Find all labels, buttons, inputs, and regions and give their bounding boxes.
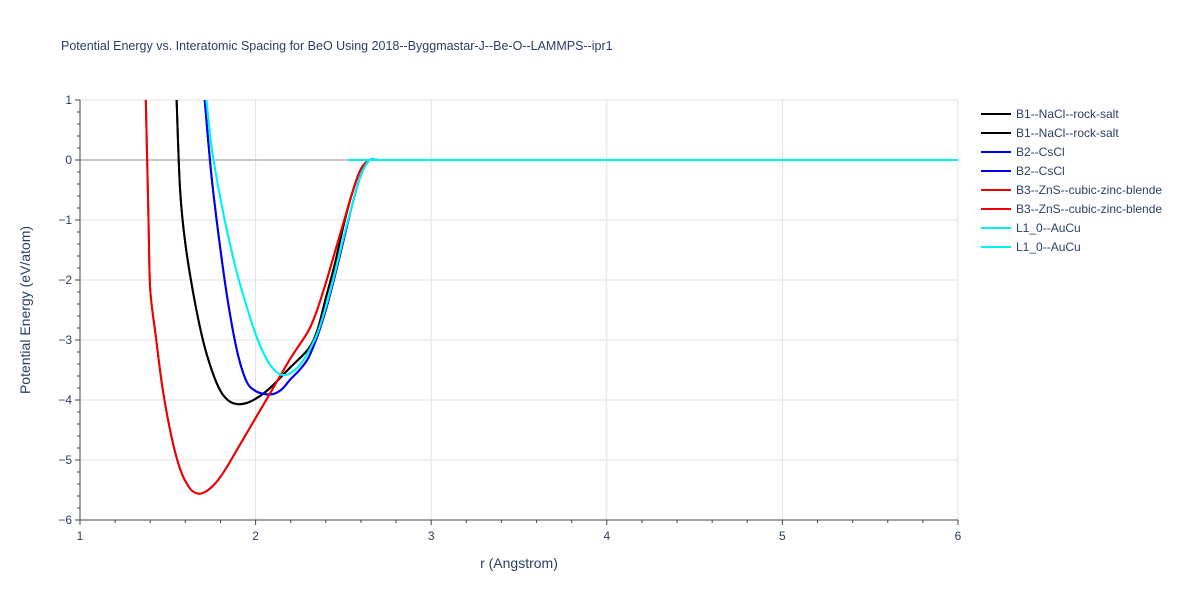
legend-label: B3--ZnS--cubic-zinc-blende: [1016, 202, 1162, 216]
legend-label: B3--ZnS--cubic-zinc-blende: [1016, 183, 1162, 197]
series-line-8: [205, 100, 958, 377]
legend-label: B2--CsCl: [1016, 145, 1065, 159]
legend-item[interactable]: L1_0--AuCu: [981, 240, 1081, 254]
legend-item[interactable]: B2--CsCl: [981, 164, 1065, 178]
y-tick-label: −6: [58, 513, 72, 527]
plot-area: [144, 100, 958, 495]
legend-item[interactable]: B1--NaCl--rock-salt: [981, 107, 1119, 121]
y-tick-label: −1: [58, 213, 72, 227]
chart-title: Potential Energy vs. Interatomic Spacing…: [61, 39, 613, 53]
legend-label: B1--NaCl--rock-salt: [1016, 126, 1119, 140]
legend[interactable]: B1--NaCl--rock-salt B1--NaCl--rock-salt B2…: [981, 107, 1162, 254]
x-tick-label: 5: [779, 529, 786, 543]
legend-item[interactable]: B1--NaCl--rock-salt: [981, 126, 1119, 140]
series-line-3: [203, 100, 958, 396]
x-tick-label: 4: [603, 529, 610, 543]
legend-label: B2--CsCl: [1016, 164, 1065, 178]
y-axis-title: Potential Energy (eV/atom): [17, 226, 33, 394]
legend-label: B1--NaCl--rock-salt: [1016, 107, 1119, 121]
x-tick-label: 2: [252, 529, 259, 543]
y-tick-label: 1: [65, 93, 72, 107]
y-tick-label: −3: [58, 333, 72, 347]
x-axis-title: r (Angstrom): [480, 555, 558, 571]
legend-label: L1_0--AuCu: [1016, 240, 1081, 254]
series-group: [144, 100, 958, 495]
x-tick-label: 3: [428, 529, 435, 543]
y-axis-ticks: 1 0 −1 −2 −3 −4 −5 −6: [58, 93, 80, 527]
grid-lines: [80, 99, 959, 520]
series-line-4: [203, 100, 958, 396]
legend-label: L1_0--AuCu: [1016, 221, 1081, 235]
legend-item[interactable]: L1_0--AuCu: [981, 221, 1081, 235]
y-tick-label: −2: [58, 273, 72, 287]
y-tick-label: −4: [58, 393, 72, 407]
y-tick-label: 0: [65, 153, 72, 167]
axes: [79, 100, 958, 521]
legend-item[interactable]: B3--ZnS--cubic-zinc-blende: [981, 183, 1162, 197]
x-axis-ticks: 1 2 3 4 5 6: [77, 520, 962, 543]
y-tick-label: −5: [58, 453, 72, 467]
legend-item[interactable]: B2--CsCl: [981, 145, 1065, 159]
series-line-1: [175, 100, 958, 406]
x-tick-label: 6: [955, 529, 962, 543]
series-line-2: [175, 100, 958, 406]
x-tick-label: 1: [77, 529, 84, 543]
legend-item[interactable]: B3--ZnS--cubic-zinc-blende: [981, 202, 1162, 216]
